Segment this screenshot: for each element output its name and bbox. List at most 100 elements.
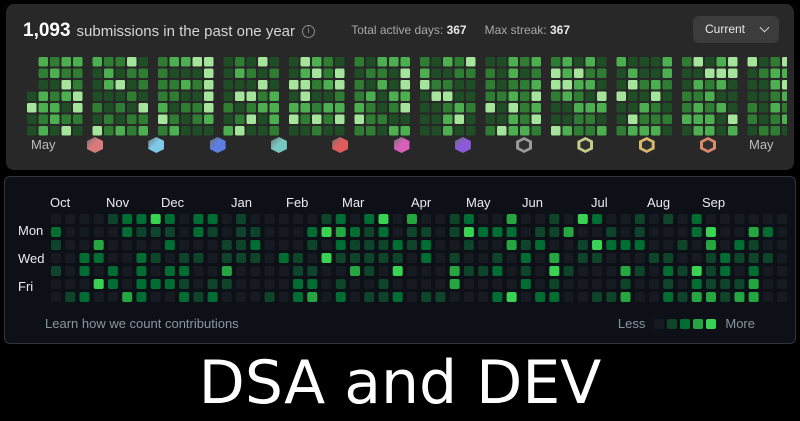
contribution-cell[interactable] bbox=[107, 266, 118, 276]
contribution-cell[interactable] bbox=[691, 240, 702, 250]
submission-cell[interactable] bbox=[431, 114, 442, 125]
contribution-cell[interactable] bbox=[549, 266, 560, 276]
contribution-cell[interactable] bbox=[51, 214, 61, 224]
contribution-cell[interactable] bbox=[506, 253, 517, 263]
contribution-cell[interactable] bbox=[321, 266, 332, 276]
submission-cell[interactable] bbox=[616, 80, 627, 90]
submission-cell[interactable] bbox=[366, 103, 376, 113]
submission-cell[interactable] bbox=[705, 68, 715, 79]
submission-cell[interactable] bbox=[169, 68, 180, 79]
submission-cell[interactable] bbox=[223, 68, 234, 79]
contribution-cell[interactable] bbox=[777, 266, 788, 276]
contribution-cell[interactable] bbox=[164, 214, 175, 224]
submission-cell[interactable] bbox=[759, 57, 769, 67]
contribution-cell[interactable] bbox=[349, 253, 360, 263]
contribution-cell[interactable] bbox=[364, 266, 375, 276]
contribution-cell[interactable] bbox=[221, 240, 232, 250]
submission-cell[interactable] bbox=[782, 126, 787, 136]
submission-cell[interactable] bbox=[497, 57, 507, 67]
contribution-cell[interactable] bbox=[321, 253, 332, 263]
submission-cell[interactable] bbox=[551, 68, 561, 79]
submission-cell[interactable] bbox=[597, 126, 607, 136]
submission-cell[interactable] bbox=[138, 80, 149, 90]
contribution-cell[interactable] bbox=[677, 253, 688, 263]
submission-cell[interactable] bbox=[335, 103, 345, 113]
contribution-cell[interactable] bbox=[634, 292, 645, 302]
contribution-cell[interactable] bbox=[577, 279, 588, 289]
submission-cell[interactable] bbox=[115, 114, 126, 125]
contribution-cell[interactable] bbox=[648, 266, 659, 276]
contribution-cell[interactable] bbox=[193, 279, 204, 289]
submission-cell[interactable] bbox=[705, 114, 715, 125]
contribution-cell[interactable] bbox=[406, 292, 417, 302]
contribution-cell[interactable] bbox=[293, 279, 304, 289]
contribution-cell[interactable] bbox=[193, 253, 204, 263]
contribution-cell[interactable] bbox=[293, 253, 304, 263]
submission-cell[interactable] bbox=[181, 80, 191, 90]
submission-cell[interactable] bbox=[335, 57, 345, 67]
submission-cell[interactable] bbox=[354, 80, 365, 90]
contribution-cell[interactable] bbox=[449, 227, 460, 237]
contribution-cell[interactable] bbox=[606, 227, 617, 237]
submission-cell[interactable] bbox=[104, 68, 114, 79]
submission-cell[interactable] bbox=[585, 57, 596, 67]
submission-cell[interactable] bbox=[27, 126, 37, 136]
submission-cell[interactable] bbox=[693, 91, 704, 102]
contribution-cell[interactable] bbox=[150, 253, 161, 263]
submission-cell[interactable] bbox=[312, 126, 322, 136]
submission-cell[interactable] bbox=[420, 57, 430, 67]
submission-cell[interactable] bbox=[366, 126, 376, 136]
submission-cell[interactable] bbox=[520, 68, 530, 79]
contribution-cell[interactable] bbox=[492, 214, 503, 224]
contribution-cell[interactable] bbox=[563, 292, 574, 302]
contribution-cell[interactable] bbox=[65, 253, 76, 263]
submission-cell[interactable] bbox=[508, 91, 519, 102]
submission-cell[interactable] bbox=[662, 126, 673, 136]
contribution-cell[interactable] bbox=[392, 253, 403, 263]
contribution-cell[interactable] bbox=[364, 214, 375, 224]
submission-cell[interactable] bbox=[246, 114, 257, 125]
period-select[interactable]: Current bbox=[693, 16, 779, 43]
contribution-cell[interactable] bbox=[307, 240, 318, 250]
contribution-cell[interactable] bbox=[421, 279, 432, 289]
submission-cell[interactable] bbox=[585, 103, 596, 113]
submission-cell[interactable] bbox=[531, 57, 542, 67]
badge-7-icon[interactable] bbox=[454, 137, 471, 153]
submission-cell[interactable] bbox=[300, 68, 311, 79]
contribution-cell[interactable] bbox=[307, 253, 318, 263]
submission-cell[interactable] bbox=[574, 80, 584, 90]
contribution-cell[interactable] bbox=[79, 279, 90, 289]
contribution-cell[interactable] bbox=[51, 227, 61, 237]
submission-cell[interactable] bbox=[223, 91, 234, 102]
submission-cell[interactable] bbox=[682, 80, 692, 90]
submission-cell[interactable] bbox=[61, 103, 72, 113]
submission-cell[interactable] bbox=[693, 126, 704, 136]
contribution-cell[interactable] bbox=[506, 266, 517, 276]
contribution-cell[interactable] bbox=[378, 279, 389, 289]
contribution-cell[interactable] bbox=[79, 214, 90, 224]
submission-cell[interactable] bbox=[520, 91, 530, 102]
submission-cell[interactable] bbox=[597, 91, 607, 102]
submission-cell[interactable] bbox=[377, 80, 388, 90]
submission-cell[interactable] bbox=[497, 103, 507, 113]
contribution-cell[interactable] bbox=[520, 227, 531, 237]
submission-cell[interactable] bbox=[335, 80, 345, 90]
contribution-cell[interactable] bbox=[663, 214, 674, 224]
submission-cell[interactable] bbox=[651, 114, 661, 125]
contribution-cell[interactable] bbox=[577, 253, 588, 263]
submission-cell[interactable] bbox=[400, 80, 411, 90]
contribution-cell[interactable] bbox=[349, 227, 360, 237]
submission-cell[interactable] bbox=[169, 126, 180, 136]
contribution-cell[interactable] bbox=[449, 279, 460, 289]
contribution-cell[interactable] bbox=[592, 292, 603, 302]
contribution-cell[interactable] bbox=[577, 214, 588, 224]
submission-cell[interactable] bbox=[204, 91, 214, 102]
submission-cell[interactable] bbox=[50, 80, 60, 90]
submission-cell[interactable] bbox=[716, 114, 727, 125]
contribution-cell[interactable] bbox=[164, 240, 175, 250]
submission-cell[interactable] bbox=[258, 126, 268, 136]
contribution-cell[interactable] bbox=[93, 240, 104, 250]
submission-cell[interactable] bbox=[485, 57, 496, 67]
submission-cell[interactable] bbox=[728, 80, 738, 90]
submission-cell[interactable] bbox=[747, 68, 758, 79]
